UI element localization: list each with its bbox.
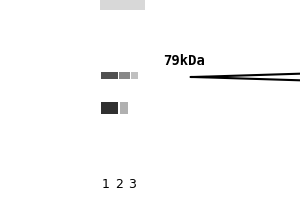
Bar [100,0,145,10]
Bar [119,72,130,78]
Bar [120,102,128,114]
Text: 3: 3 [128,178,136,192]
Text: 2: 2 [115,178,123,192]
Bar [131,72,138,78]
Bar [101,72,118,78]
Text: 79kDa: 79kDa [163,54,205,68]
Text: 1: 1 [102,178,110,192]
Bar [101,102,118,114]
